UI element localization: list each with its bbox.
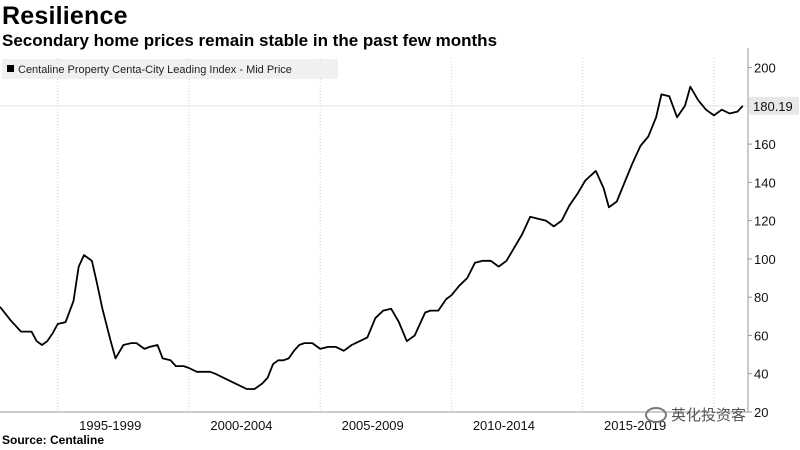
chart-title: Resilience: [2, 2, 128, 30]
last-value-label: 180.19: [753, 99, 793, 114]
source-note: Source: Centaline: [2, 433, 105, 447]
y-tick-label: 120: [754, 214, 776, 229]
legend-swatch: [7, 65, 14, 72]
last-value-layer: 180.19: [749, 96, 799, 115]
x-tick-label: 1995-1999: [79, 418, 141, 433]
y-tick-label: 20: [754, 405, 768, 420]
x-tick-label: 2000-2004: [210, 418, 272, 433]
y-tick-label: 200: [754, 61, 776, 76]
x-tick-label: 2005-2009: [342, 418, 404, 433]
y-tick-label: 80: [754, 290, 768, 305]
series-line: [0, 85, 744, 390]
chart-subtitle: Secondary home prices remain stable in t…: [2, 31, 498, 50]
x-axis: 1995-1999 2000-2004 2005-2009 2010-2014 2015…: [79, 418, 666, 433]
legend-label: Centaline Property Centa-City Leading In…: [18, 64, 292, 76]
y-tick-label: 60: [754, 328, 768, 343]
y-tick-label: 140: [754, 175, 776, 190]
legend: Centaline Property Centa-City Leading In…: [2, 59, 338, 79]
watermark-text: 英化投资客: [671, 407, 747, 424]
y-tick-label: 100: [754, 252, 776, 267]
x-tick-label: 2010-2014: [473, 418, 535, 433]
last-value-box: [749, 96, 799, 115]
watermark: 英化投资客: [645, 404, 746, 425]
y-tick-label: 160: [754, 137, 776, 152]
y-tick-label: 40: [754, 367, 768, 382]
series-layer: [0, 85, 744, 390]
wechat-icon: [645, 406, 667, 423]
grid-layer: [0, 48, 749, 413]
legend-box: [2, 59, 338, 79]
